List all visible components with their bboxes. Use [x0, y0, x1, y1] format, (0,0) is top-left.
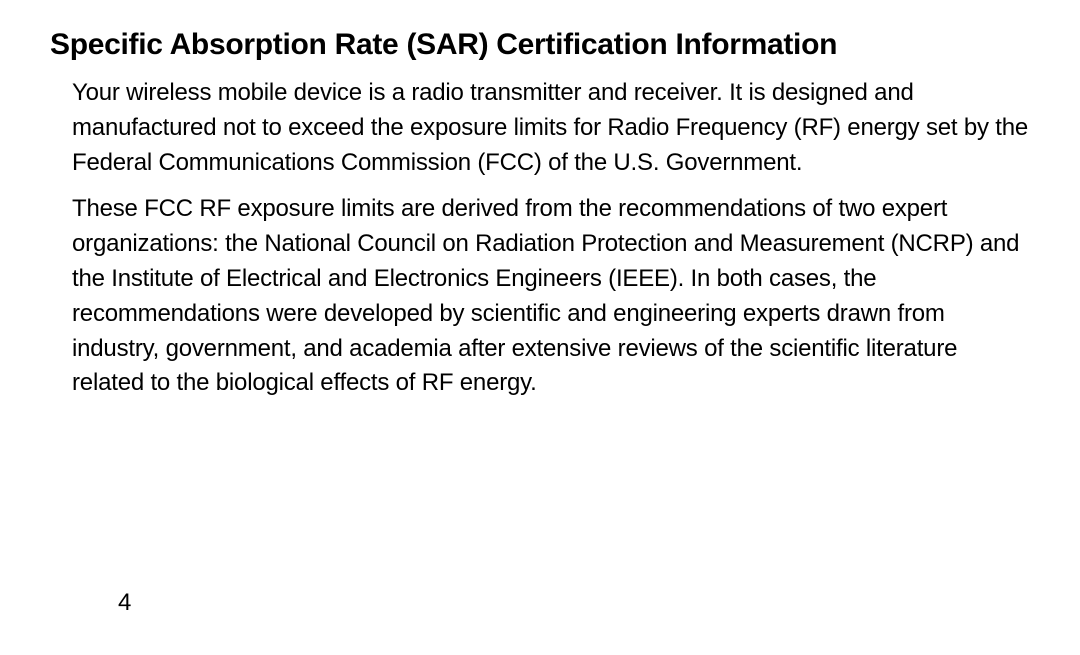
body-paragraph: These FCC RF exposure limits are derived… [50, 192, 1030, 401]
section-heading: Specific Absorption Rate (SAR) Certifica… [50, 28, 1030, 62]
body-paragraph: Your wireless mobile device is a radio t… [50, 76, 1030, 180]
page-number: 4 [118, 589, 131, 617]
